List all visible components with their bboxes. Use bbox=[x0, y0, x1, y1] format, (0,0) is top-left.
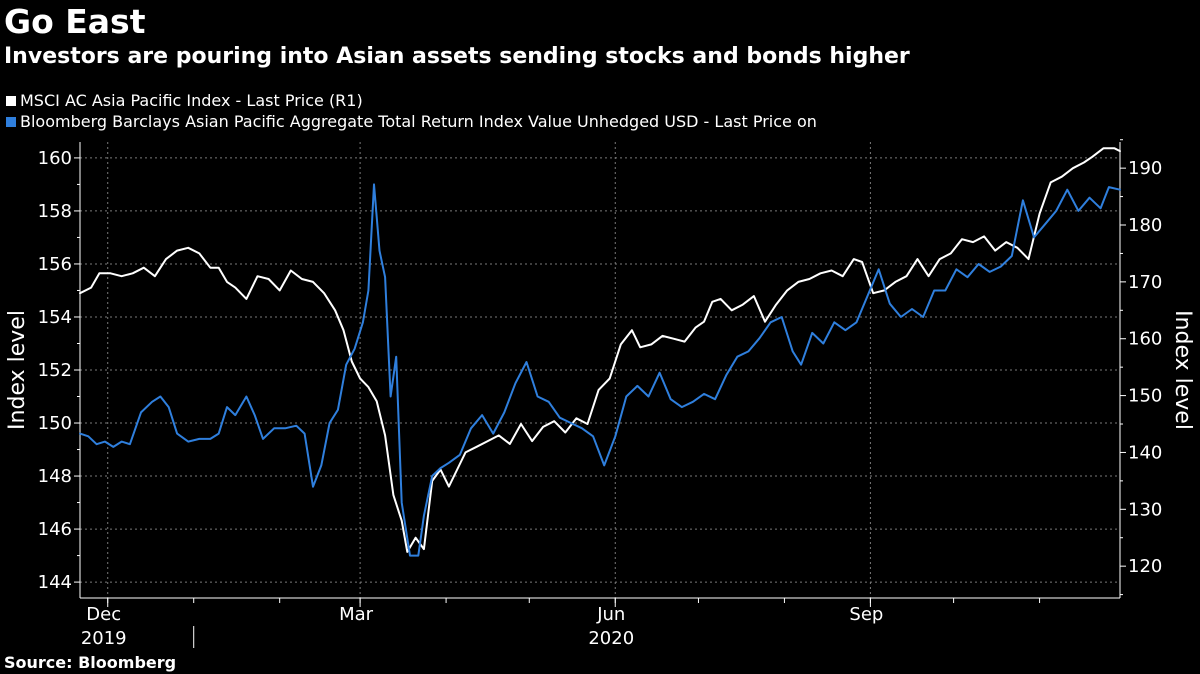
chart-subtitle: Investors are pouring into Asian assets … bbox=[4, 44, 910, 69]
legend-item-msci: MSCI AC Asia Pacific Index - Last Price … bbox=[6, 90, 817, 111]
legend-label-bloomberg: Bloomberg Barclays Asian Pacific Aggrega… bbox=[20, 112, 817, 131]
x-tick-label: Mar bbox=[339, 604, 374, 625]
left-tick-label: 146 bbox=[38, 519, 72, 540]
right-tick-label: 190 bbox=[1128, 158, 1162, 179]
right-tick-label: 130 bbox=[1128, 499, 1162, 520]
source-note: Source: Bloomberg bbox=[4, 653, 177, 672]
left-tick-label: 152 bbox=[38, 360, 72, 381]
bloomberg-series-line bbox=[79, 183, 1121, 557]
legend-label-msci: MSCI AC Asia Pacific Index - Last Price … bbox=[20, 91, 363, 110]
right-tick-label: 170 bbox=[1128, 272, 1162, 293]
left-tick-label: 160 bbox=[38, 148, 72, 169]
left-tick-label: 148 bbox=[38, 466, 72, 487]
left-tick-label: 144 bbox=[38, 572, 72, 593]
legend: MSCI AC Asia Pacific Index - Last Price … bbox=[6, 90, 817, 132]
right-tick-label: 160 bbox=[1128, 329, 1162, 350]
year-label: 2020 bbox=[588, 628, 634, 649]
legend-swatch-msci bbox=[6, 95, 16, 106]
left-tick-label: 158 bbox=[38, 201, 72, 222]
chart-title: Go East bbox=[4, 2, 146, 41]
x-tick-label: Dec bbox=[86, 604, 121, 625]
x-tick-label: Sep bbox=[849, 604, 883, 625]
right-tick-label: 140 bbox=[1128, 442, 1162, 463]
left-tick-label: 150 bbox=[38, 413, 72, 434]
right-axis-title: Index level bbox=[1170, 310, 1195, 430]
left-tick-label: 156 bbox=[38, 254, 72, 275]
msci-series-line bbox=[79, 147, 1121, 553]
right-tick-label: 180 bbox=[1128, 215, 1162, 236]
left-tick-label: 154 bbox=[38, 307, 72, 328]
legend-item-bloomberg: Bloomberg Barclays Asian Pacific Aggrega… bbox=[6, 111, 817, 132]
year-label: 2019 bbox=[81, 628, 127, 649]
right-tick-label: 150 bbox=[1128, 386, 1162, 407]
legend-swatch-bloomberg bbox=[6, 116, 16, 127]
x-tick-label: Jun bbox=[596, 604, 625, 625]
left-axis-title: Index level bbox=[5, 310, 30, 430]
right-tick-label: 120 bbox=[1128, 556, 1162, 577]
